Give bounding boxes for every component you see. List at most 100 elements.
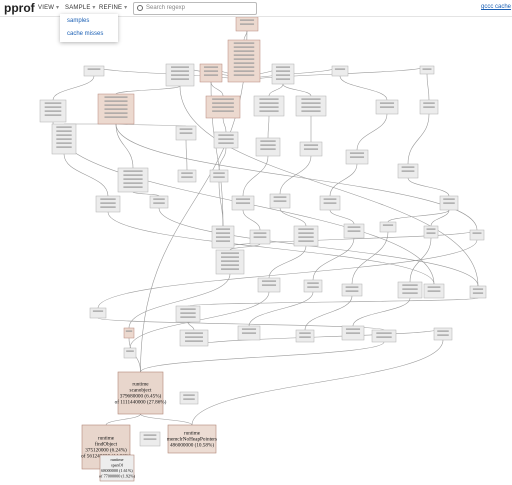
node-text-line xyxy=(298,236,314,238)
graph-node xyxy=(295,329,315,343)
edge xyxy=(105,413,141,426)
dropdown-item[interactable]: samples xyxy=(67,18,90,24)
edge xyxy=(242,155,269,197)
node-label: runtime xyxy=(132,381,149,387)
edge xyxy=(243,30,248,41)
node-text-line xyxy=(153,202,165,204)
node-text-line xyxy=(427,290,441,292)
node-text-line xyxy=(123,182,143,184)
node-text-line xyxy=(179,132,193,134)
node-text-line xyxy=(402,288,418,290)
edge xyxy=(140,341,385,373)
node-text-line xyxy=(181,176,193,178)
node-label: 486000000 (10.58%) xyxy=(170,441,214,448)
right-link[interactable]: gccc cache xyxy=(481,4,512,10)
graph-node xyxy=(117,167,149,193)
node-text-line xyxy=(123,178,143,180)
node-text-line xyxy=(123,186,143,188)
edge xyxy=(158,207,479,287)
node-text-line xyxy=(212,106,234,108)
edge xyxy=(329,163,358,197)
node-text-line xyxy=(213,176,225,178)
node-text-line xyxy=(171,74,189,76)
graph-node xyxy=(209,169,229,183)
node-label: 379680000 (6.45%) xyxy=(120,392,162,399)
node-text-line xyxy=(376,336,392,338)
node-label: of 77000000 (1.92%) xyxy=(99,474,136,479)
menu-view[interactable]: VIEW xyxy=(38,4,59,11)
graph-node xyxy=(397,281,423,299)
graph-node xyxy=(123,347,137,359)
edge xyxy=(268,83,284,97)
node-text-line xyxy=(125,330,133,332)
edge xyxy=(339,75,388,101)
node-text-line xyxy=(307,282,319,284)
node-text-line xyxy=(203,74,219,76)
node-text-line xyxy=(472,288,484,290)
edge xyxy=(242,209,261,231)
logo: pprof xyxy=(4,1,35,15)
graph-node xyxy=(175,305,201,323)
graph-node xyxy=(99,454,135,482)
edge xyxy=(97,239,478,309)
node-text-line xyxy=(423,106,435,108)
node-text-line xyxy=(345,290,359,292)
node-text-line xyxy=(233,46,255,48)
menu-refine[interactable]: REFINE xyxy=(99,4,127,11)
node-text-line xyxy=(104,100,128,102)
graph-node xyxy=(117,371,164,415)
edge xyxy=(356,113,388,151)
node-text-line xyxy=(437,334,449,336)
node-text-line xyxy=(241,332,257,334)
graph-node xyxy=(331,65,349,77)
node-text-line xyxy=(233,66,255,68)
graph-node xyxy=(215,249,245,275)
node-text-line xyxy=(171,78,189,80)
node-text-line xyxy=(218,138,234,140)
edge xyxy=(407,177,450,197)
graph-node xyxy=(83,65,105,77)
node-text-line xyxy=(347,230,361,232)
node-text-line xyxy=(275,78,291,80)
edge xyxy=(279,155,312,195)
node-text-line xyxy=(349,156,365,158)
node-text-line xyxy=(56,146,72,148)
node-text-line xyxy=(260,140,276,142)
node-text-line xyxy=(143,438,157,440)
node-text-line xyxy=(275,74,291,76)
edge xyxy=(115,123,134,169)
edge xyxy=(268,245,307,279)
node-text-line xyxy=(241,328,257,330)
edge xyxy=(351,231,389,285)
node-text-line xyxy=(402,292,418,294)
node-text-line xyxy=(273,196,287,198)
node-text-line xyxy=(253,232,267,234)
graph-node xyxy=(149,195,169,209)
menu-sample[interactable]: SAMPLE xyxy=(65,4,96,11)
dropdown-item[interactable]: cache misses xyxy=(67,31,104,37)
node-text-line xyxy=(233,70,255,72)
node-text-line xyxy=(212,102,234,104)
node-text-line xyxy=(472,232,482,234)
node-text-line xyxy=(215,240,231,242)
edge xyxy=(282,83,312,97)
graph-node xyxy=(469,229,485,241)
node-text-line xyxy=(259,106,279,108)
node-text-line xyxy=(323,202,337,204)
node-text-line xyxy=(301,98,321,100)
graph-node xyxy=(433,327,453,341)
node-text-line xyxy=(180,312,196,314)
node-text-line xyxy=(323,198,337,200)
search-box[interactable]: Search regexp xyxy=(133,2,257,15)
node-text-line xyxy=(123,170,143,172)
node-text-line xyxy=(233,62,255,64)
node-text-line xyxy=(253,236,267,238)
graph-node xyxy=(179,329,209,347)
node-text-line xyxy=(185,340,203,342)
node-text-line xyxy=(44,114,62,116)
node-text-line xyxy=(180,308,196,310)
node-text-line xyxy=(56,134,72,136)
node-text-line xyxy=(275,66,291,68)
sample-dropdown: samples cache misses xyxy=(60,14,118,42)
